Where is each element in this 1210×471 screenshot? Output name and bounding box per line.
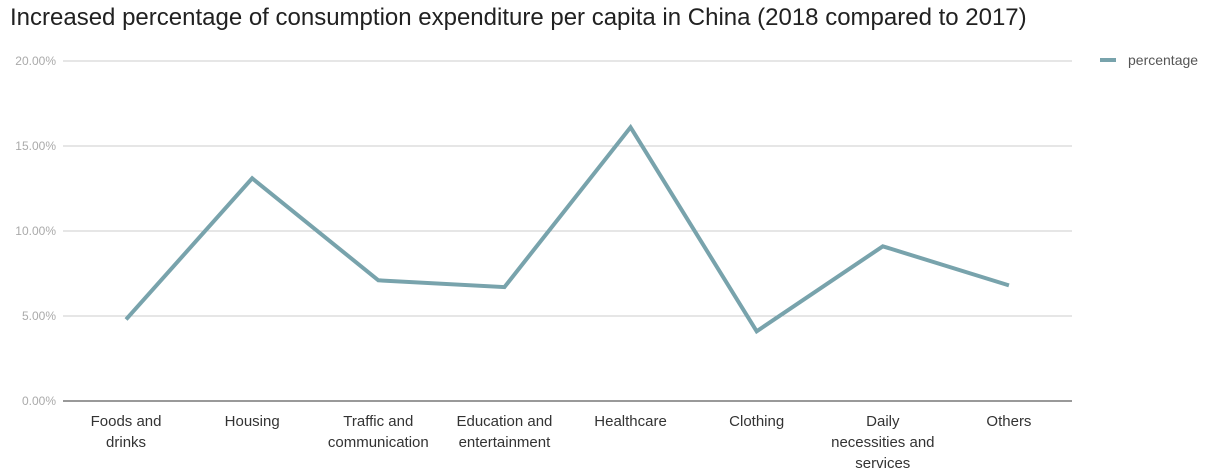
data-point [755,329,759,333]
series [124,123,1011,335]
legend-swatch [1100,58,1116,62]
data-point [250,176,254,180]
x-tick-label: Others [986,413,1031,430]
y-tick-label: 20.00% [15,54,56,68]
data-point [881,244,885,248]
legend: percentage [1100,52,1198,68]
y-tick-label: 15.00% [15,139,56,153]
x-tick-label: Daily necessities and services [831,413,934,471]
x-tick-label: Healthcare [594,413,667,430]
y-tick-label: 5.00% [22,309,56,323]
y-tick-label: 10.00% [15,224,56,238]
y-axis-ticks: 0.00% 5.00% 10.00% 15.00% 20.00% [15,54,56,408]
data-point [376,278,380,282]
gridlines [63,60,1072,317]
x-tick-label: Foods and drinks [91,413,162,451]
data-point [1007,283,1011,287]
data-point [124,317,128,321]
data-point [502,285,506,289]
x-tick-label: Education and entertainment [456,413,552,451]
x-tick-label: Traffic and communication [328,413,429,451]
legend-label: percentage [1128,52,1199,68]
x-tick-label: Housing [225,413,280,430]
x-tick-label: Clothing [729,413,784,430]
x-axis-ticks: Foods and drinks Housing Traffic and communi… [91,413,1032,471]
series-line-percentage [124,123,1010,335]
chart-title: Increased percentage of consumption expe… [10,4,1027,31]
data-point [629,125,633,129]
y-tick-label: 0.00% [22,394,56,408]
